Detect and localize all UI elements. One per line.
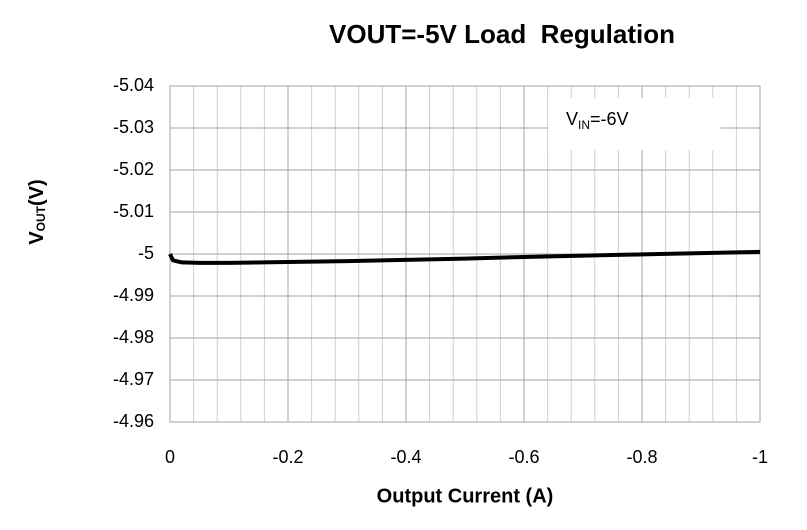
annotation-part: =-6V	[590, 109, 629, 129]
x-tick-label: 0	[165, 447, 175, 467]
x-axis-label: Output Current (A)	[377, 485, 554, 507]
y-axis-label: VOUT(V)	[26, 179, 48, 244]
y-label-main: V	[26, 231, 48, 245]
plot-area: -5.04 -5.03 -5.02 -5.01 -5 -4.99 -4.98 -4.97 -4.…	[113, 75, 768, 467]
y-tick-label: -4.98	[113, 327, 154, 347]
y-label-unit: (V)	[26, 179, 48, 206]
y-label-sub: OUT	[34, 205, 48, 231]
chart-title: VOUT=-5V Load Regulation	[329, 19, 675, 49]
y-tick-label: -5.02	[113, 159, 154, 179]
x-tick-label: -0.2	[272, 447, 303, 467]
annotation-part: V	[566, 109, 578, 129]
y-tick-label: -5.04	[113, 75, 154, 95]
annotation-box	[548, 98, 720, 150]
y-tick-label: -5	[138, 243, 154, 263]
x-tick-label: -0.4	[390, 447, 421, 467]
y-tick-label: -4.96	[113, 411, 154, 431]
y-tick-label: -5.01	[113, 201, 154, 221]
y-tick-label: -4.97	[113, 369, 154, 389]
y-tick-label: -5.03	[113, 117, 154, 137]
annotation: VIN=-6V	[566, 109, 629, 132]
x-tick-label: -1	[752, 447, 768, 467]
data-line	[168, 249, 761, 265]
x-tick-label: -0.8	[626, 447, 657, 467]
y-tick-label: -4.99	[113, 285, 154, 305]
x-tick-label: -0.6	[508, 447, 539, 467]
annotation-part: IN	[578, 118, 590, 132]
